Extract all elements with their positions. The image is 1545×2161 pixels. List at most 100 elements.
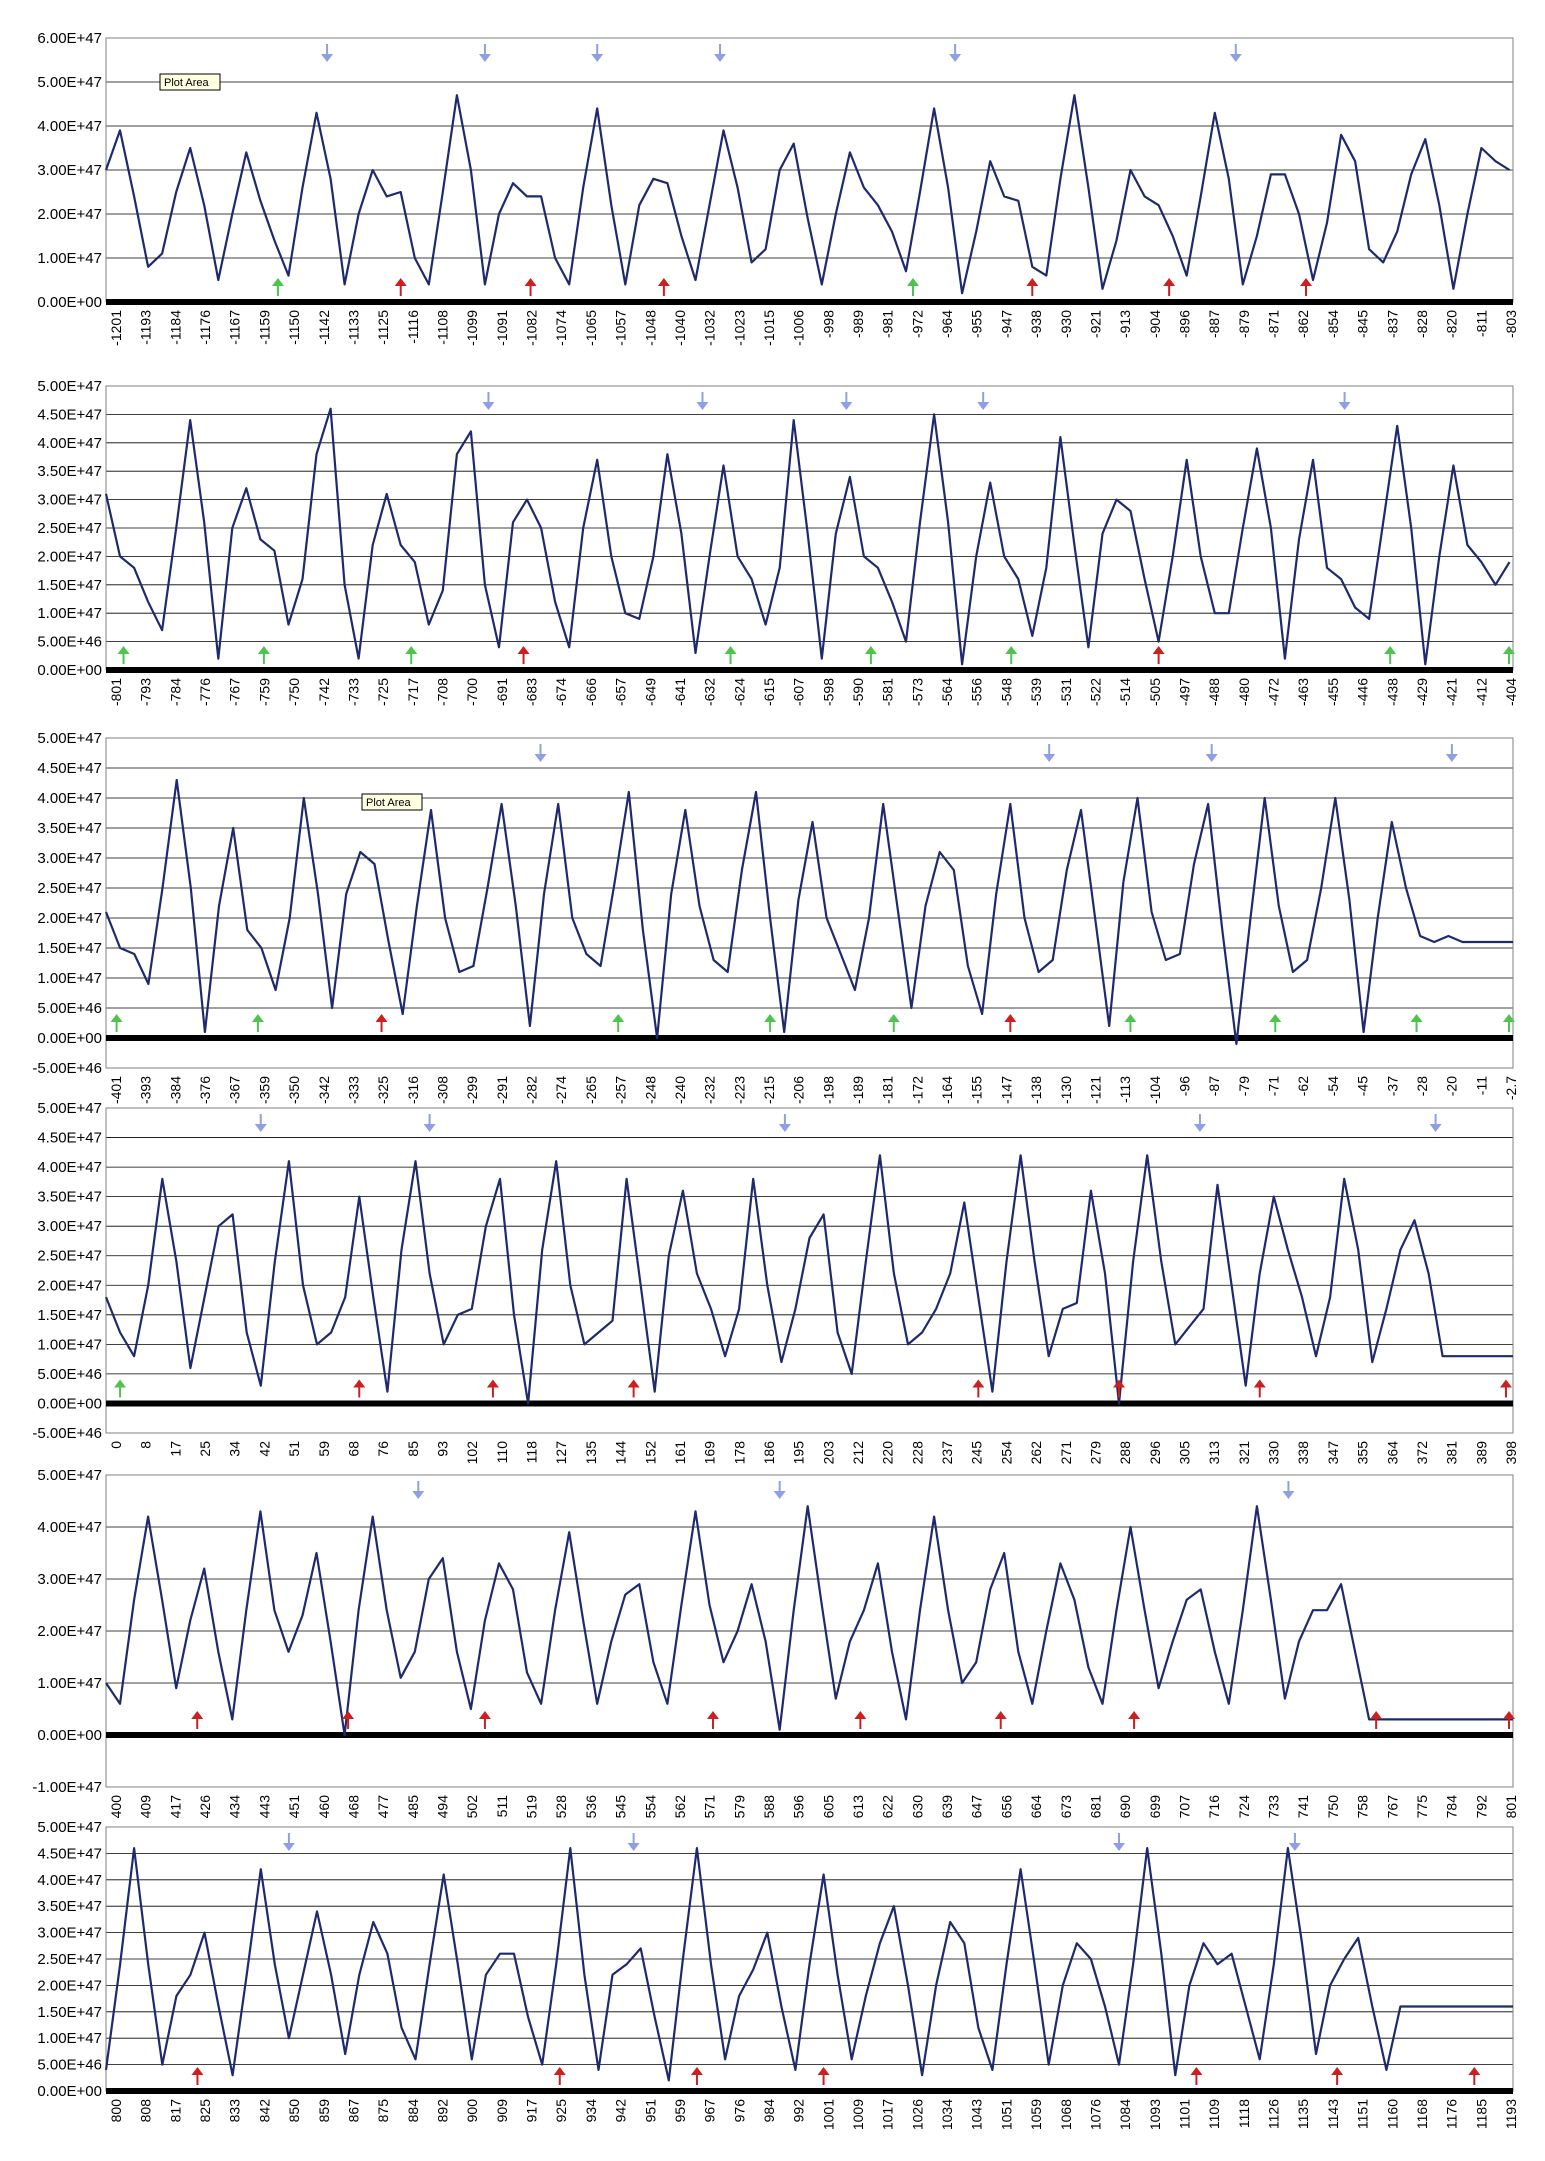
y-tick-label: 2.00E+47 bbox=[37, 1277, 102, 1294]
x-tick-label: -20 bbox=[1444, 1076, 1460, 1096]
y-tick-label: 1.50E+47 bbox=[37, 940, 102, 957]
plot-area-tooltip: Plot Area bbox=[361, 793, 423, 811]
x-tick-label: -1116 bbox=[405, 310, 421, 344]
y-tick-label: -5.00E+46 bbox=[32, 1425, 102, 1442]
x-tick-label: -947 bbox=[998, 310, 1014, 338]
x-tick-label: -1099 bbox=[464, 310, 480, 346]
x-tick-label: -1150 bbox=[286, 310, 302, 345]
x-tick-label: 664 bbox=[1028, 1795, 1044, 1819]
x-tick-label: 1118 bbox=[1236, 2099, 1252, 2128]
x-tick-label: -896 bbox=[1177, 310, 1193, 338]
x-tick-label: -556 bbox=[969, 678, 985, 706]
y-tick-label: 4.50E+47 bbox=[37, 406, 102, 423]
y-tick-label: 0.00E+00 bbox=[37, 294, 102, 311]
x-tick-label: 1143 bbox=[1325, 2099, 1341, 2129]
chart-panel-3: -5.00E+46 0.00E+00 5.00E+46 1.00E+47 1.50E+4… bbox=[32, 730, 1519, 1104]
x-tick-label: 102 bbox=[464, 1441, 480, 1465]
plot-area bbox=[105, 1474, 1514, 1788]
chart-panel-2: 0.00E+00 5.00E+46 1.00E+47 1.50E+47 2.00E+47… bbox=[37, 378, 1519, 706]
x-tick-label: -733 bbox=[345, 678, 361, 706]
down-arrow-marker-head bbox=[1429, 1124, 1442, 1132]
x-tick-label: 867 bbox=[345, 2099, 361, 2123]
y-tick-label: 4.50E+47 bbox=[37, 1130, 102, 1147]
x-tick-label: 347 bbox=[1325, 1441, 1341, 1465]
down-arrow-marker-head bbox=[254, 1124, 267, 1132]
x-tick-label: -717 bbox=[405, 678, 421, 706]
tooltip-text: Plot Area bbox=[366, 797, 412, 809]
y-tick-label: 4.00E+47 bbox=[37, 1159, 102, 1176]
x-tick-label: 588 bbox=[761, 1795, 777, 1819]
x-tick-label: 288 bbox=[1117, 1441, 1133, 1465]
y-tick-label: 2.50E+47 bbox=[37, 520, 102, 537]
y-tick-label: 4.00E+47 bbox=[37, 435, 102, 452]
y-tick-label: 4.00E+47 bbox=[37, 790, 102, 807]
down-arrow-marker-head bbox=[423, 1124, 436, 1132]
plot-area-tooltip: Plot Area bbox=[159, 73, 221, 91]
x-tick-label: -998 bbox=[820, 310, 836, 338]
red-up-arrow-marker-head bbox=[553, 2067, 566, 2075]
x-tick-label: 8 bbox=[138, 1441, 154, 1449]
x-tick-label: 271 bbox=[1058, 1441, 1074, 1465]
y-tick-label: 2.50E+47 bbox=[37, 1951, 102, 1968]
x-tick-label: 212 bbox=[850, 1441, 866, 1465]
x-tick-label: -232 bbox=[702, 1076, 718, 1104]
x-tick-label: 426 bbox=[197, 1795, 213, 1819]
x-tick-label: -367 bbox=[227, 1076, 243, 1104]
y-tick-label: 1.50E+47 bbox=[37, 1307, 102, 1324]
y-tick-label: 5.00E+46 bbox=[37, 1000, 102, 1017]
x-tick-label: -104 bbox=[1147, 1076, 1163, 1104]
x-tick-label: 613 bbox=[850, 1795, 866, 1819]
x-tick-label: 17 bbox=[167, 1441, 183, 1457]
down-arrow-marker-head bbox=[282, 1843, 295, 1851]
x-tick-label: 1034 bbox=[939, 2099, 955, 2130]
green-up-arrow-marker-head bbox=[887, 1014, 900, 1022]
x-tick-label: 758 bbox=[1355, 1795, 1371, 1819]
x-tick-label: 767 bbox=[1384, 1795, 1400, 1819]
x-tick-label: -691 bbox=[494, 678, 510, 706]
x-tick-label: -1184 bbox=[167, 310, 183, 345]
x-tick-label: -767 bbox=[227, 678, 243, 706]
x-tick-label: 925 bbox=[553, 2099, 569, 2123]
x-tick-label: -887 bbox=[1206, 310, 1222, 338]
chart-panel-1: 0.00E+00 1.00E+47 2.00E+47 3.00E+47 4.00E+47… bbox=[37, 30, 1519, 346]
y-tick-label: 2.00E+47 bbox=[37, 910, 102, 927]
y-tick-label: 1.50E+47 bbox=[37, 577, 102, 594]
x-tick-label: -1040 bbox=[672, 310, 688, 346]
x-tick-label: 34 bbox=[227, 1441, 243, 1457]
y-tick-label: 3.00E+47 bbox=[37, 850, 102, 867]
x-tick-label: -632 bbox=[702, 678, 718, 706]
x-tick-label: 152 bbox=[642, 1441, 658, 1465]
x-tick-label: 699 bbox=[1147, 1795, 1163, 1819]
x-tick-label: 724 bbox=[1236, 1795, 1252, 1819]
x-tick-label: 562 bbox=[672, 1795, 688, 1819]
x-tick-label: 25 bbox=[197, 1441, 213, 1457]
x-tick-label: 1059 bbox=[1028, 2099, 1044, 2130]
red-up-arrow-marker-head bbox=[1190, 2067, 1203, 2075]
y-tick-label: -1.00E+47 bbox=[32, 1779, 102, 1796]
x-tick-label: -801 bbox=[108, 678, 124, 706]
x-tick-label: 639 bbox=[939, 1795, 955, 1819]
x-tick-label: -972 bbox=[909, 310, 925, 338]
x-tick-label: -725 bbox=[375, 678, 391, 706]
down-arrow-marker-head bbox=[412, 1491, 425, 1499]
x-tick-label: -955 bbox=[969, 310, 985, 338]
x-tick-label: 750 bbox=[1325, 1795, 1341, 1819]
x-tick-label: -274 bbox=[553, 1076, 569, 1104]
down-arrow-marker-head bbox=[1282, 1491, 1295, 1499]
x-tick-label: 195 bbox=[791, 1441, 807, 1465]
x-tick-label: 237 bbox=[939, 1441, 955, 1465]
x-tick-label: 784 bbox=[1444, 1795, 1460, 1819]
red-up-arrow-marker-head bbox=[627, 1379, 640, 1388]
tooltip-text: Plot Area bbox=[164, 77, 210, 89]
x-tick-label: 622 bbox=[880, 1795, 896, 1819]
x-tick-label: 313 bbox=[1206, 1441, 1222, 1465]
x-tick-label: 681 bbox=[1087, 1795, 1103, 1819]
x-tick-label: -265 bbox=[583, 1076, 599, 1104]
y-tick-label: 0.00E+00 bbox=[37, 662, 102, 679]
x-tick-label: 833 bbox=[227, 2099, 243, 2123]
x-tick-label: 381 bbox=[1444, 1441, 1460, 1465]
plot-area bbox=[105, 737, 1514, 1069]
x-tick-label: 942 bbox=[613, 2099, 629, 2123]
x-tick-label: 934 bbox=[583, 2099, 599, 2123]
